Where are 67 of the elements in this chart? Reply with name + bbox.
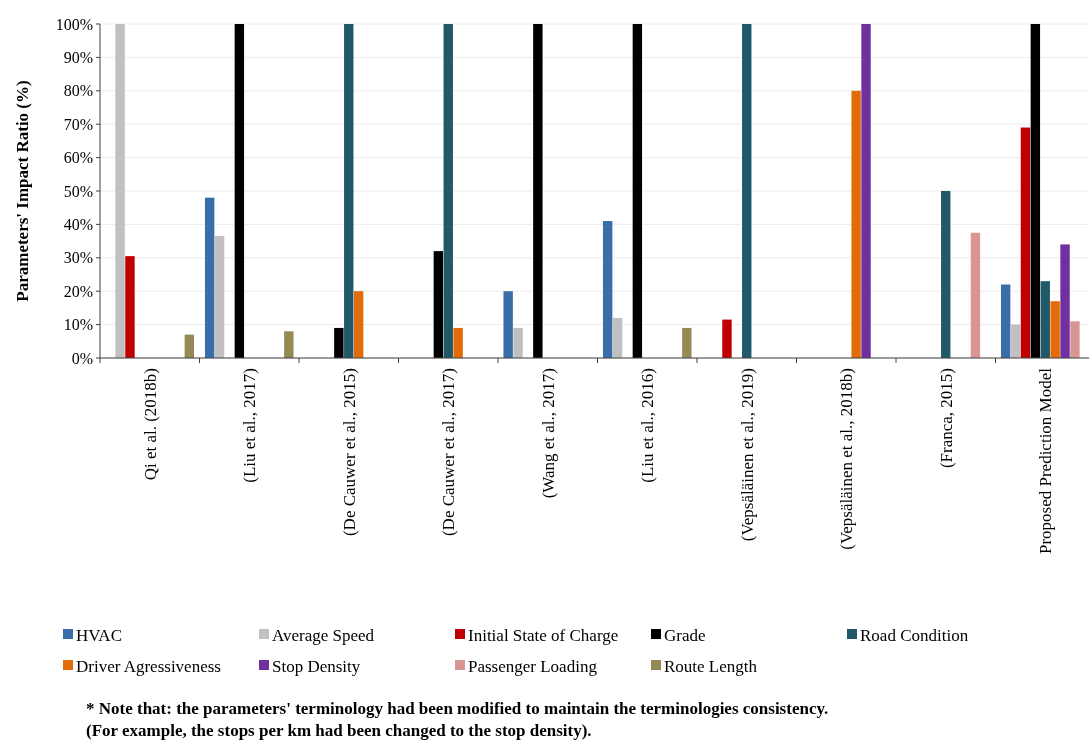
y-axis-title: Parameters' Impact Ratio (%) <box>13 80 32 302</box>
bar <box>214 236 225 358</box>
bar <box>353 291 364 358</box>
y-tick-label: 0% <box>71 349 93 367</box>
bar <box>184 334 195 358</box>
y-tick-label: 70% <box>63 115 93 133</box>
bar <box>632 24 643 358</box>
bar <box>344 24 354 358</box>
bar <box>433 251 444 358</box>
bar <box>612 317 623 358</box>
bar <box>1030 24 1041 358</box>
bar <box>602 221 613 358</box>
x-tick-label: (Vepsäläinen et al., 2019) <box>737 368 757 542</box>
text: (For example, the stops per km had been changed to the stop density). <box>86 721 592 740</box>
bar <box>204 197 215 358</box>
x-tick-label: (De Cauwer et al., 2015) <box>339 368 359 537</box>
bar <box>125 256 135 358</box>
y-tick-label: 80% <box>63 82 93 100</box>
bar <box>503 291 513 358</box>
y-tick-label: 90% <box>63 49 93 66</box>
x-tick-label: Proposed Prediction Model <box>1036 367 1056 555</box>
text: * Note that: the parameters' terminology had been modified to maintain the terminologies consistency. <box>86 699 829 718</box>
legend-label: Passenger Loading <box>468 656 598 676</box>
x-tick-label: (Vepsäläinen et al., 2018b) <box>837 368 857 550</box>
x-tick-label: (Franca, 2015) <box>936 368 956 469</box>
y-tick-label: 30% <box>63 249 93 267</box>
x-tick-label: (Liu et al., 2017) <box>240 368 260 483</box>
x-tick-label: (Liu et al., 2016) <box>638 368 658 483</box>
legend-label: Road Condition <box>860 625 969 645</box>
bar <box>513 327 523 358</box>
bar <box>533 24 543 358</box>
legend-label: Stop Density <box>272 656 361 676</box>
bar <box>1000 284 1011 358</box>
legend-label: HVAC <box>76 625 122 645</box>
legend-label: Initial State of Charge <box>468 625 619 645</box>
bar <box>742 24 752 358</box>
legend-label: Average Speed <box>272 625 375 645</box>
bar <box>1050 301 1060 358</box>
bar <box>1020 127 1031 358</box>
bar <box>453 327 463 358</box>
bar <box>1060 244 1070 358</box>
bar <box>970 232 981 358</box>
bar <box>861 24 871 358</box>
bar <box>334 327 344 358</box>
bar <box>722 319 732 358</box>
bar <box>443 24 453 358</box>
bar <box>941 191 951 358</box>
legend-label: Driver Agressiveness <box>76 656 221 676</box>
x-tick-label: (Wang et al., 2017) <box>538 368 558 499</box>
legend-label: Grade <box>664 625 706 645</box>
x-tick-label: Qi et al. (2018b) <box>140 368 160 481</box>
bar <box>851 90 861 358</box>
bar <box>115 24 125 358</box>
bar <box>1070 321 1080 358</box>
bar <box>284 331 294 358</box>
bar <box>682 327 692 358</box>
x-tick-label: (De Cauwer et al., 2017) <box>439 368 459 537</box>
bar <box>1040 281 1050 358</box>
y-tick-label: 40% <box>63 216 93 233</box>
legend-label: Route Length <box>664 656 758 676</box>
y-tick-label: 50% <box>63 182 93 200</box>
y-tick-label: 60% <box>63 149 93 167</box>
bar <box>234 24 245 358</box>
bar <box>1010 324 1021 358</box>
y-tick-label: 100% <box>55 15 93 33</box>
y-tick-label: 10% <box>63 316 93 334</box>
y-tick-label: 20% <box>63 282 93 300</box>
